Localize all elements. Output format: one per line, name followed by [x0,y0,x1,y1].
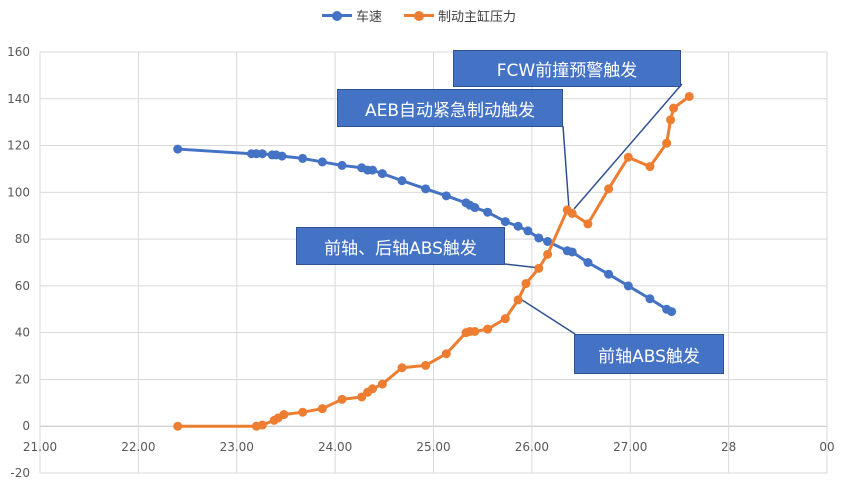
y-tick-label: 40 [15,326,30,340]
pressure-data-point [567,208,577,218]
pressure-data-point [298,407,308,417]
pressure-data-point [513,295,523,305]
pressure-data-point [623,152,633,162]
callout-leader-line [573,83,683,210]
y-tick-label: 140 [7,92,30,106]
speed-data-point [500,217,510,227]
speed-data-point [441,191,451,201]
callout-abs-front: 前轴ABS触发 [574,334,724,374]
pressure-data-point [604,184,614,194]
callout-aeb: AEB自动紧急制动触发 [337,89,563,127]
pressure-data-point [173,421,183,431]
x-tick-label: 21.00 [23,440,57,454]
speed-data-point [397,176,407,186]
y-tick-label: 0 [22,419,30,433]
pressure-data-point [534,263,544,273]
y-tick-label: 100 [7,185,30,199]
legend-swatch-speed [322,10,352,21]
x-tick-label: 27.00 [613,440,647,454]
pressure-data-point [521,279,531,289]
legend-swatch-pressure [404,10,435,21]
y-tick-label: 20 [15,372,30,386]
pressure-data-point [483,324,493,334]
x-tick-label: 24.00 [318,440,352,454]
callout-fcw: FCW前撞预警触发 [453,50,681,87]
callout-abs-both: 前轴、后轴ABS触发 [296,227,505,265]
speed-data-point [567,247,577,257]
callout-leader-line [562,125,570,210]
pressure-data-point [543,249,553,259]
x-tick-label: 00 [819,440,834,454]
legend: 车速 制动主缸压力 [322,6,516,25]
y-tick-label: 80 [15,232,30,246]
y-tick-label: 120 [7,139,30,153]
speed-data-point [483,207,493,217]
speed-data-point [534,233,544,243]
pressure-data-point [368,384,378,394]
speed-data-point [470,203,480,213]
speed-data-point [583,258,593,267]
legend-label-speed: 车速 [356,10,383,25]
pressure-data-point [377,379,387,389]
speed-data-point [421,184,431,194]
pressure-data-point [279,410,289,420]
speed-data-point [337,160,347,170]
legend-item-speed: 车速 [322,6,382,25]
speed-data-point [377,169,387,179]
pressure-data-point [666,115,676,125]
pressure-data-point [645,162,655,172]
speed-data-point [667,307,677,317]
speed-data-point [543,236,553,246]
x-tick-label: 25.00 [416,440,450,454]
y-tick-label: 60 [15,279,30,293]
x-tick-label: 22.00 [121,440,155,454]
x-tick-label: 23.00 [220,440,254,454]
callout-leader-line [518,297,576,335]
pressure-data-point [669,103,679,113]
legend-item-pressure: 制动主缸压力 [404,6,516,25]
y-tick-label: 160 [7,45,30,59]
pressure-data-point [441,349,451,359]
pressure-data-point [583,219,593,229]
speed-data-point [645,294,655,304]
speed-data-point [623,281,633,291]
speed-data-point [298,153,308,163]
speed-data-point [173,144,183,154]
x-tick-label: 28 [721,440,736,454]
pressure-data-point [470,326,480,336]
pressure-data-point [397,363,407,373]
pressure-data-point [684,91,694,101]
legend-label-pressure: 制动主缸压力 [438,10,517,25]
speed-data-point [513,221,523,231]
speed-data-point [368,165,378,175]
x-tick-label: 26.00 [515,440,549,454]
speed-data-point [523,226,533,236]
speed-data-point [317,157,327,167]
pressure-data-point [421,360,431,370]
callout-leader-line [504,263,541,269]
pressure-data-point [500,314,510,324]
speed-data-point [277,151,287,161]
pressure-data-point [317,404,327,414]
pressure-data-point [337,394,347,404]
pressure-data-point [662,138,672,148]
speed-data-point [604,269,614,279]
y-tick-label: -20 [10,466,30,480]
pressure-data-point [257,420,267,430]
speed-data-point [257,149,267,159]
